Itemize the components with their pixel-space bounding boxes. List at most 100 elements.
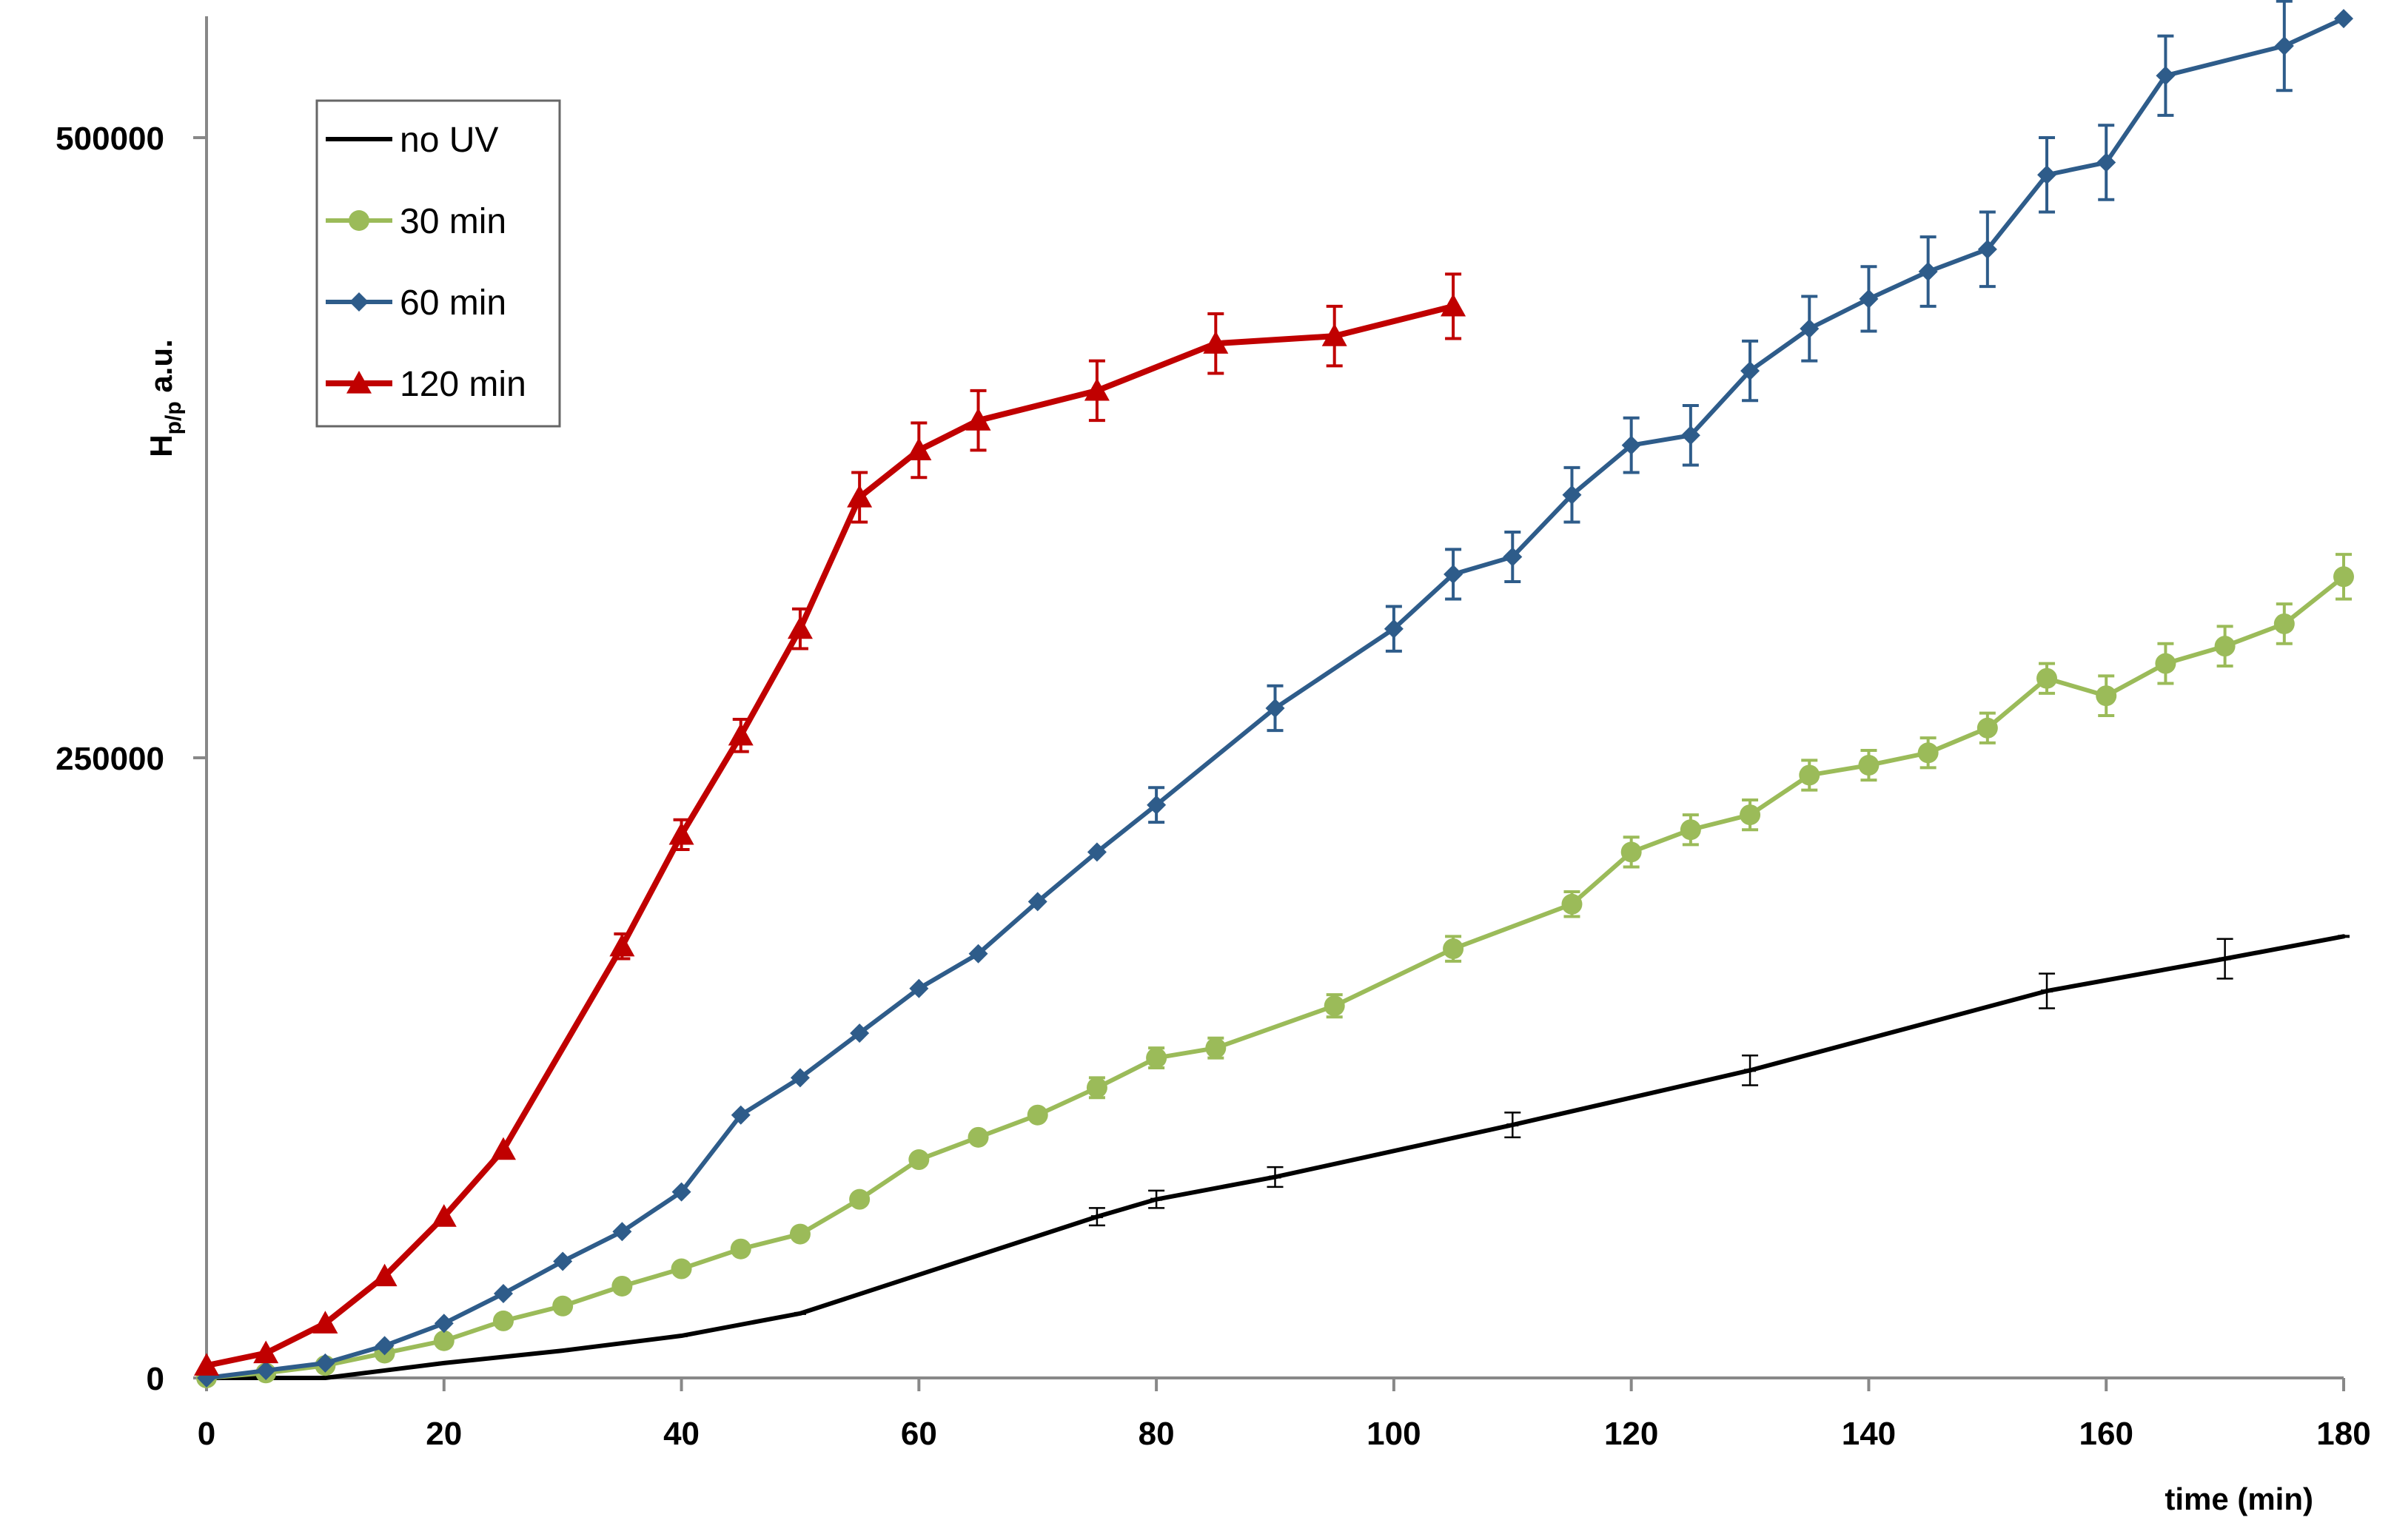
data-point bbox=[490, 1137, 516, 1160]
data-point bbox=[849, 1188, 871, 1210]
data-point bbox=[1321, 323, 1347, 346]
data-point bbox=[2096, 152, 2116, 172]
data-point bbox=[965, 408, 991, 431]
series-no-uv bbox=[201, 934, 2350, 1380]
series-30-min bbox=[196, 553, 2354, 1388]
x-tick-label: 0 bbox=[198, 1416, 215, 1452]
data-point bbox=[375, 1336, 395, 1356]
data-point bbox=[1203, 331, 1229, 354]
data-point bbox=[1441, 293, 1466, 317]
data-point bbox=[1027, 892, 1047, 912]
legend-entry: 60 min bbox=[326, 283, 506, 323]
y-axis-title: Hp/p a.u. bbox=[144, 339, 186, 457]
data-point bbox=[1680, 819, 1701, 841]
data-point bbox=[431, 1204, 457, 1227]
data-point bbox=[1977, 239, 1997, 259]
data-point bbox=[1740, 361, 1760, 381]
x-tick-label: 160 bbox=[2079, 1416, 2133, 1452]
plot-series bbox=[194, 0, 2354, 1388]
x-tick-label: 140 bbox=[1842, 1416, 1896, 1452]
data-point bbox=[2214, 636, 2236, 657]
data-point bbox=[2036, 668, 2058, 689]
data-point bbox=[1859, 289, 1879, 309]
data-point bbox=[434, 1314, 454, 1334]
legend-marker bbox=[349, 292, 369, 312]
data-point bbox=[728, 722, 754, 746]
y-tick-label: 0 bbox=[147, 1361, 164, 1397]
data-point bbox=[1087, 842, 1107, 862]
data-point bbox=[731, 1105, 751, 1125]
data-point bbox=[2037, 165, 2057, 185]
y-axis-title-suffix: a.u. bbox=[144, 339, 178, 401]
data-point bbox=[1561, 893, 1583, 915]
data-point bbox=[789, 1223, 811, 1245]
data-point bbox=[253, 1340, 279, 1364]
data-point bbox=[1858, 755, 1880, 776]
data-point bbox=[1146, 1047, 1167, 1069]
legend-label: 30 min bbox=[400, 202, 506, 241]
y-axis-title-subscript: p/p bbox=[161, 401, 186, 434]
x-axis-title: time (min) bbox=[2165, 1482, 2313, 1516]
legend-marker bbox=[346, 371, 372, 394]
data-point bbox=[1147, 795, 1167, 815]
data-point bbox=[2156, 66, 2176, 86]
data-point bbox=[2273, 613, 2295, 634]
data-point bbox=[609, 933, 635, 957]
data-point bbox=[1800, 319, 1820, 339]
data-point bbox=[2334, 9, 2353, 29]
data-point bbox=[1205, 1038, 1227, 1059]
data-point bbox=[671, 1258, 692, 1280]
series-line bbox=[204, 16, 2346, 1380]
data-point bbox=[1680, 426, 1700, 445]
data-point bbox=[372, 1263, 398, 1287]
x-tick-label: 180 bbox=[2316, 1416, 2370, 1452]
legend-label: no UV bbox=[400, 121, 498, 160]
data-point bbox=[1444, 564, 1463, 584]
data-point bbox=[194, 1353, 219, 1376]
data-point bbox=[312, 1311, 338, 1334]
legend-label: 120 min bbox=[400, 365, 526, 404]
x-tick-label: 20 bbox=[426, 1416, 462, 1452]
data-point bbox=[850, 1023, 870, 1043]
data-point bbox=[612, 1222, 632, 1242]
x-tick-label: 100 bbox=[1367, 1416, 1421, 1452]
data-point bbox=[553, 1251, 573, 1271]
data-point bbox=[668, 821, 694, 845]
data-point bbox=[909, 978, 929, 998]
series-120-min bbox=[194, 272, 1466, 1376]
data-point bbox=[256, 1360, 276, 1380]
series-60-min bbox=[197, 0, 2353, 1388]
y-tick-label: 250000 bbox=[56, 741, 164, 777]
x-tick-label: 120 bbox=[1604, 1416, 1658, 1452]
y-tick-label: 500000 bbox=[56, 121, 164, 157]
data-point bbox=[787, 616, 813, 639]
data-point bbox=[1084, 377, 1110, 401]
legend-marker bbox=[349, 210, 369, 231]
series-line bbox=[204, 574, 2346, 1380]
axis-ticks: 0 20 40 60 80 100 120 140 160 180 0 250000 500000 bbox=[56, 121, 2371, 1452]
data-point bbox=[1027, 1104, 1048, 1126]
data-point bbox=[1917, 742, 1939, 764]
series-line bbox=[204, 934, 2346, 1380]
legend-box bbox=[315, 99, 561, 428]
y-axis-title-main: H bbox=[144, 434, 178, 457]
legend-label: 60 min bbox=[400, 283, 506, 323]
data-point bbox=[790, 1068, 810, 1088]
data-point bbox=[611, 1275, 633, 1297]
data-point bbox=[1443, 938, 1464, 960]
data-point bbox=[906, 437, 932, 460]
legend-entry: no UV bbox=[326, 121, 498, 160]
data-point bbox=[2096, 685, 2117, 707]
data-point bbox=[1384, 619, 1404, 639]
data-point bbox=[968, 944, 988, 964]
data-point bbox=[315, 1353, 335, 1373]
data-point bbox=[492, 1310, 514, 1331]
data-point bbox=[1976, 717, 1998, 739]
data-point bbox=[1740, 804, 1761, 826]
x-tick-label: 60 bbox=[901, 1416, 937, 1452]
data-point bbox=[2274, 36, 2294, 56]
data-point bbox=[1324, 995, 1345, 1017]
x-tick-label: 40 bbox=[663, 1416, 700, 1452]
